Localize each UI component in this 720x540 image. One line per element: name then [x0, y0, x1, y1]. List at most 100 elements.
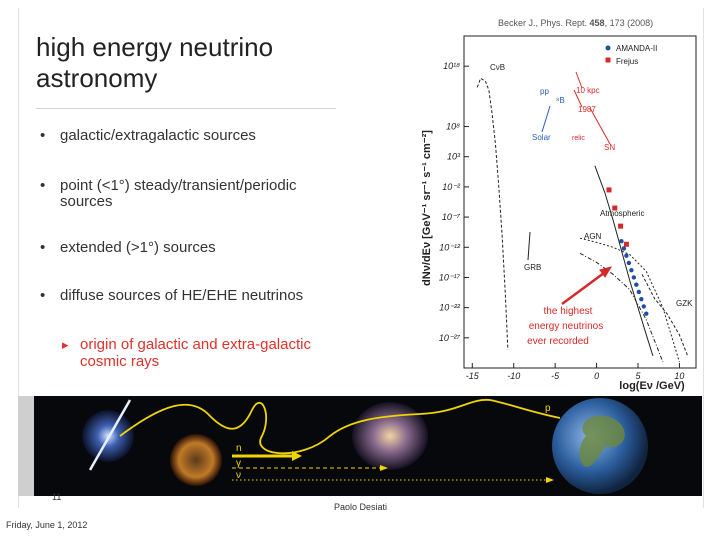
arrow-10kpc [575, 71, 583, 89]
amanda-point [641, 304, 646, 309]
author-name: Paolo Desiati [334, 502, 388, 512]
label-cnb: CνB [490, 63, 505, 72]
label-gzk: GZK [676, 299, 693, 308]
y-tick-label: 10⁸ [446, 122, 460, 132]
annotation-arrows [527, 71, 613, 306]
y-tick-label: 10³ [447, 152, 461, 162]
amanda-point [626, 260, 632, 266]
y-tick-label: 10⁻¹⁷ [439, 272, 461, 282]
legend-frejus-marker [605, 57, 611, 63]
y-tick-label: 10⁻¹² [439, 242, 461, 252]
proton-path [119, 398, 561, 455]
label-1987: 1987 [578, 105, 596, 114]
bullet-diffuse: diffuse sources of HE/EHE neutrinos [36, 288, 360, 305]
chart-legend: AMANDA-II Frejus [605, 44, 657, 66]
label-sn: SN [604, 143, 615, 152]
chart-annotations: CνB pp ⁸B Solar 10 kpc 1987 relic SN Atm… [490, 63, 693, 347]
plot-frame [463, 35, 697, 369]
bullet-galactic: galactic/extragalactic sources [36, 128, 256, 145]
chart-citation: Becker J., Phys. Rept. 458, 173 (2008) [498, 18, 653, 28]
amanda-point [636, 289, 642, 295]
arrow-grb [527, 231, 531, 261]
x-ticks: -15 -10 -5 0 5 10 [466, 363, 684, 381]
arrow-highest-energy-head [599, 266, 613, 278]
series-line-cnb [476, 77, 509, 350]
frejus-point [606, 187, 612, 193]
title-divider [36, 108, 336, 109]
gamma-arrowhead [380, 465, 388, 471]
x-tick-label: -5 [551, 371, 560, 381]
series-lines [476, 77, 689, 363]
amanda-point [619, 239, 624, 244]
annotation-line-2: energy neutrinos [529, 321, 604, 332]
title-line-1: high energy neutrino [36, 32, 274, 62]
series-line-grb [579, 252, 664, 363]
frejus-point [612, 205, 618, 211]
data-points [606, 187, 649, 316]
y-tick-label: 10⁻² [442, 182, 461, 192]
page-number: 11 [52, 492, 62, 502]
neutrino-spectrum-chart: Becker J., Phys. Rept. 458, 173 (2008) d… [412, 8, 702, 396]
arrow-1987 [573, 89, 583, 108]
sub-bullet-origin: origin of galactic and extra-galactic co… [60, 336, 360, 370]
y-tick-label: 10⁻²² [439, 303, 461, 313]
series-line-gzk [641, 274, 689, 357]
arrow-sn [589, 107, 611, 145]
amanda-point [631, 275, 637, 280]
y-axis-label: dNν/dEν [GeV⁻¹ sr⁻¹ s⁻¹ cm⁻²] [421, 130, 433, 286]
cosmic-messenger-strip: p n γ ν [0, 396, 720, 496]
x-tick-label: -10 [507, 371, 520, 381]
x-axis-label: log(Eν /GeV) [619, 380, 685, 392]
amanda-point [639, 296, 644, 302]
x-tick-label: 0 [594, 371, 599, 381]
messenger-strip-svg: p n γ ν [18, 396, 702, 496]
amanda-point [624, 253, 629, 258]
amanda-point [634, 282, 639, 287]
x-tick-label: 10 [674, 371, 684, 381]
amanda-point [644, 311, 649, 316]
series-line-agn [579, 237, 680, 363]
y-ticks: 10¹⁸ 10⁸ 10³ 10⁻² 10⁻⁷ 10⁻¹² 10⁻¹⁷ 10⁻²² 10⁻²⁷ [439, 61, 469, 343]
galaxy-jet [88, 399, 132, 471]
label-proton: p [545, 403, 551, 414]
legend-amanda-label: AMANDA-II [616, 44, 657, 53]
frejus-point [618, 223, 624, 229]
arrow-solar [541, 105, 551, 133]
slide-title: high energy neutrino astronomy [36, 32, 273, 94]
label-10kpc: 10 kpc [576, 86, 600, 95]
label-pp: pp [540, 87, 549, 96]
amanda-point [629, 268, 634, 273]
label-relic: relic [572, 135, 585, 142]
label-agn: AGN [584, 232, 602, 241]
amanda-point [621, 246, 627, 251]
annotation-line-1: the highest [544, 306, 593, 317]
neutron-arrowhead [292, 451, 302, 461]
label-atmospheric: Atmospheric [600, 209, 644, 218]
label-neutrino: ν [236, 470, 241, 481]
y-tick-label: 10¹⁸ [443, 61, 460, 71]
label-b8: ⁸B [556, 96, 565, 105]
series-line-atmospheric [594, 165, 654, 357]
strip-fade-left [18, 396, 34, 496]
supernova-remnant-image [170, 434, 222, 486]
label-solar: Solar [532, 133, 551, 142]
y-tick-label: 10⁻⁷ [442, 212, 461, 222]
bullet-point-sources: point (<1°) steady/transient/periodic so… [36, 178, 330, 210]
x-tick-label: -15 [466, 371, 480, 381]
legend-frejus-label: Frejus [616, 57, 638, 66]
legend-amanda-marker [605, 45, 611, 51]
arrow-highest-energy [561, 268, 609, 306]
title-line-2: astronomy [36, 63, 158, 93]
slide-date: Friday, June 1, 2012 [6, 520, 88, 530]
neutrino-arrowhead [546, 477, 554, 483]
spectrum-svg: Becker J., Phys. Rept. 458, 173 (2008) d… [421, 18, 697, 392]
x-tick-label: 5 [635, 371, 641, 381]
nebula-image [352, 402, 428, 470]
label-grb: GRB [524, 263, 541, 272]
label-gamma: γ [236, 458, 241, 469]
frejus-point [623, 241, 629, 247]
bullet-extended: extended (>1°) sources [36, 240, 216, 257]
label-neutron: n [236, 443, 242, 454]
earth-landmass [579, 415, 625, 467]
y-tick-label: 10⁻²⁷ [439, 333, 461, 343]
